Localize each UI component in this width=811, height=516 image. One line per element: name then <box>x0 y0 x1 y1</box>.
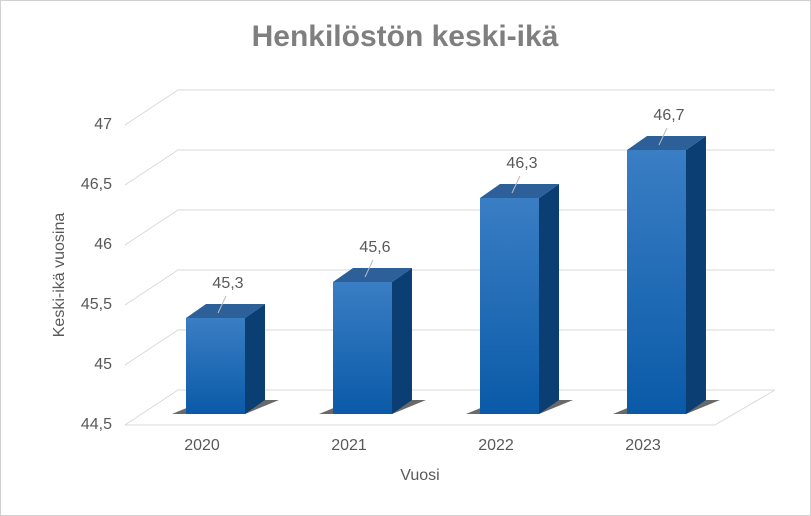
value-label: 46,7 <box>653 107 684 124</box>
x-tick-label: 2021 <box>331 437 367 454</box>
y-tick-label: 45 <box>94 356 112 373</box>
bar-side <box>392 268 412 414</box>
grid-line <box>124 89 775 126</box>
bar <box>333 282 392 414</box>
grid-line <box>124 209 775 246</box>
bar-top <box>186 304 265 318</box>
grid-line <box>124 149 775 186</box>
value-label: 46,3 <box>506 155 537 172</box>
x-tick-label: 2023 <box>625 437 661 454</box>
bar <box>186 318 245 414</box>
y-tick-label: 44,5 <box>81 416 112 433</box>
label-leader <box>511 175 521 194</box>
y-tick-label: 46 <box>94 236 112 253</box>
bar-side <box>686 136 706 414</box>
label-leader <box>364 259 374 278</box>
x-tick-label: 2022 <box>478 437 514 454</box>
bar <box>627 150 686 414</box>
label-leader <box>658 127 668 146</box>
bar-side <box>245 304 265 414</box>
x-tick-label: 2020 <box>184 437 220 454</box>
x-axis-label: Vuosi <box>400 467 439 484</box>
y-axis-label: Keski-ikä vuosina <box>51 213 68 338</box>
y-tick-label: 46,5 <box>81 176 112 193</box>
bar-side <box>539 184 559 414</box>
y-tick-label: 45,5 <box>81 296 112 313</box>
bar <box>480 198 539 414</box>
bar-top <box>480 184 559 198</box>
bar-top <box>627 136 706 150</box>
grid-line <box>124 269 775 306</box>
value-label: 45,6 <box>359 239 390 256</box>
bar-top <box>333 268 412 282</box>
value-label: 45,3 <box>212 275 243 292</box>
floor-right <box>714 389 776 426</box>
grid-line <box>124 389 775 426</box>
chart-title: Henkilöstön keski-ikä <box>252 20 559 53</box>
y-tick-label: 47 <box>94 116 112 133</box>
label-leader <box>217 295 227 314</box>
grid-line <box>124 329 775 366</box>
